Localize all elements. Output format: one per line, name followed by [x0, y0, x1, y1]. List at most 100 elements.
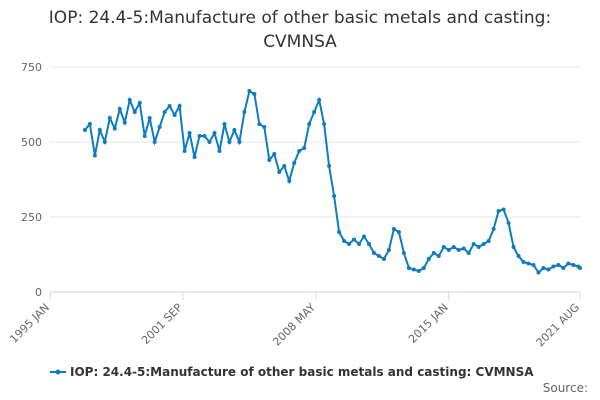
- point: [561, 266, 566, 270]
- point: [192, 155, 197, 159]
- y-tick-label: 750: [21, 61, 42, 74]
- point: [152, 140, 157, 144]
- point: [142, 134, 147, 138]
- point: [262, 125, 267, 129]
- point: [182, 149, 187, 153]
- x-tick-label: 2001 SEP: [139, 301, 185, 347]
- point: [272, 152, 277, 156]
- point: [556, 263, 561, 267]
- point: [362, 234, 367, 239]
- point: [92, 153, 97, 158]
- point: [172, 113, 177, 117]
- point: [147, 116, 152, 120]
- point: [162, 110, 167, 114]
- point: [486, 239, 491, 243]
- point: [471, 242, 476, 246]
- point: [531, 263, 536, 267]
- point: [317, 98, 322, 102]
- point: [426, 257, 431, 261]
- point: [391, 227, 396, 231]
- point: [516, 254, 521, 258]
- point: [112, 126, 117, 131]
- point: [461, 246, 466, 251]
- point: [297, 149, 302, 153]
- point: [501, 207, 506, 212]
- point: [441, 245, 446, 249]
- point: [571, 263, 576, 267]
- point: [187, 131, 192, 135]
- point: [132, 110, 137, 114]
- point: [551, 264, 556, 269]
- legend-marker: [55, 369, 61, 375]
- point: [352, 237, 357, 242]
- point: [431, 251, 436, 255]
- point: [511, 245, 516, 249]
- point: [332, 194, 337, 198]
- point: [456, 248, 461, 252]
- point: [327, 164, 332, 168]
- point: [536, 270, 541, 275]
- point: [232, 128, 237, 132]
- point: [521, 260, 526, 264]
- chart-title: IOP: 24.4-5:Manufacture of other basic m…: [48, 8, 552, 52]
- x-tick-label: 2021 AUG: [534, 301, 583, 350]
- y-tick-label: 250: [21, 211, 42, 224]
- point: [436, 254, 441, 258]
- point: [371, 251, 376, 255]
- point: [366, 242, 371, 246]
- point: [242, 110, 247, 114]
- point: [446, 248, 451, 252]
- series-line: [84, 89, 581, 275]
- point: [287, 179, 292, 183]
- point: [227, 140, 232, 144]
- point: [337, 230, 342, 234]
- point: [127, 98, 132, 102]
- point: [207, 140, 212, 144]
- point: [376, 254, 381, 258]
- point: [421, 266, 426, 270]
- point: [386, 248, 391, 252]
- point: [202, 134, 207, 138]
- point: [416, 269, 421, 273]
- x-tick-label: 1995 JAN: [7, 301, 52, 346]
- point: [322, 122, 327, 126]
- point: [506, 221, 511, 225]
- point: [302, 146, 307, 150]
- point: [277, 170, 282, 174]
- point: [282, 164, 287, 168]
- point: [197, 134, 202, 138]
- y-tick-label: 500: [21, 136, 42, 149]
- point: [466, 251, 471, 255]
- point: [102, 140, 107, 144]
- point: [481, 242, 486, 246]
- point: [292, 161, 297, 165]
- y-tick-label: 0: [35, 286, 42, 299]
- point: [381, 257, 386, 261]
- point: [578, 266, 582, 270]
- source: Source:: [543, 381, 588, 395]
- point: [411, 267, 416, 272]
- point: [117, 107, 122, 111]
- legend-label: IOP: 24.4-5:Manufacture of other basic m…: [70, 365, 534, 379]
- point: [122, 120, 127, 125]
- point: [566, 261, 571, 266]
- point: [347, 242, 352, 246]
- point: [406, 266, 411, 270]
- point: [526, 261, 531, 266]
- point: [396, 230, 401, 234]
- point: [82, 128, 87, 132]
- point: [157, 125, 162, 129]
- point: [137, 101, 142, 105]
- point: [212, 131, 217, 135]
- point: [451, 245, 456, 249]
- point: [267, 158, 272, 162]
- point: [307, 122, 312, 126]
- point: [342, 239, 347, 243]
- point: [476, 245, 481, 249]
- point: [167, 104, 172, 108]
- point: [87, 122, 92, 126]
- x-tick-label: 2008 MAY: [270, 301, 318, 349]
- point: [491, 227, 496, 231]
